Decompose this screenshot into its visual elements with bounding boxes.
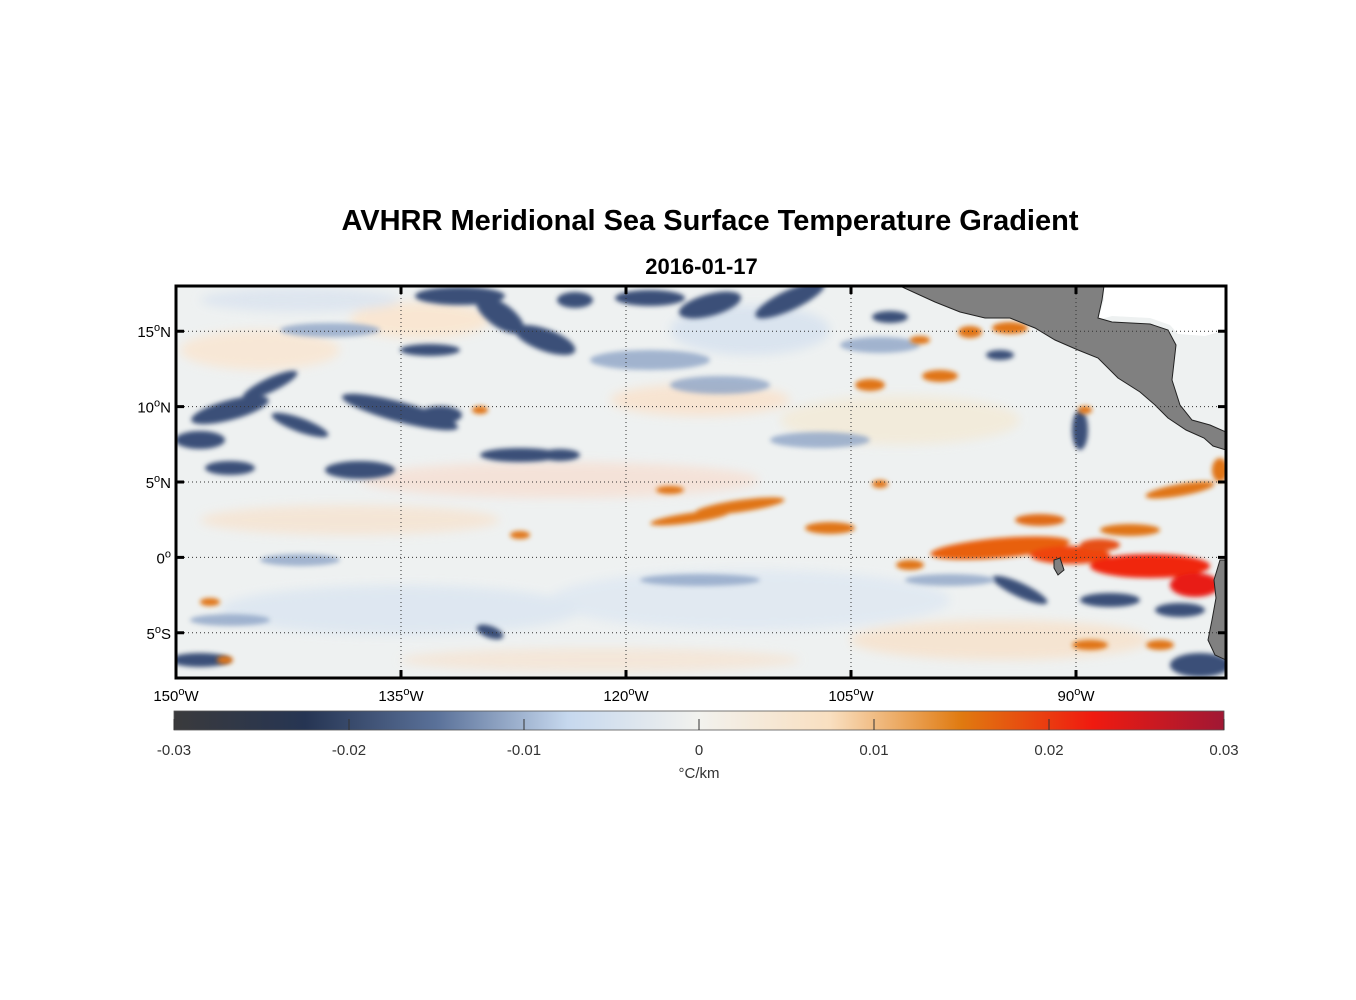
latitude-labels: 15oN 10oN 5oN 0o 5oS bbox=[137, 322, 171, 643]
lon-tick-label: 135oW bbox=[378, 686, 424, 705]
map-ticks bbox=[174, 286, 1226, 678]
lon-tick-label: 90oW bbox=[1058, 686, 1096, 705]
lat-tick-label: 10oN bbox=[137, 398, 171, 417]
colorbar-tick-label: 0.01 bbox=[859, 742, 888, 759]
colorbar-ticks: -0.03 -0.02 -0.01 0 0.01 0.02 0.03 bbox=[157, 719, 1239, 759]
colorbar-tick-label: 0.03 bbox=[1209, 742, 1238, 759]
colorbar-tick-label: -0.03 bbox=[157, 742, 191, 759]
map-title: AVHRR Meridional Sea Surface Temperature… bbox=[341, 205, 1079, 237]
map-gridlines bbox=[176, 286, 1226, 678]
lon-tick-label: 120oW bbox=[603, 686, 649, 705]
lon-tick-label: 150oW bbox=[153, 686, 199, 705]
lat-tick-label: 0o bbox=[157, 548, 171, 567]
colorbar-tick-label: -0.01 bbox=[507, 742, 541, 759]
land-mass bbox=[899, 286, 1226, 661]
lat-tick-label: 15oN bbox=[137, 322, 171, 341]
longitude-labels: 150oW 135oW 120oW 105oW 90oW bbox=[153, 686, 1095, 705]
lon-tick-label: 105oW bbox=[828, 686, 874, 705]
colorbar-tick-label: -0.02 bbox=[332, 742, 366, 759]
lat-tick-label: 5oN bbox=[146, 473, 171, 492]
map-subtitle: 2016-01-17 bbox=[645, 254, 758, 279]
colorbar-unit-label: °C/km bbox=[679, 765, 720, 782]
colorbar-tick-label: 0.02 bbox=[1034, 742, 1063, 759]
colorbar-tick-label: 0 bbox=[695, 742, 703, 759]
lat-tick-label: 5oS bbox=[147, 624, 171, 643]
sst-gradient-field bbox=[176, 286, 1226, 678]
